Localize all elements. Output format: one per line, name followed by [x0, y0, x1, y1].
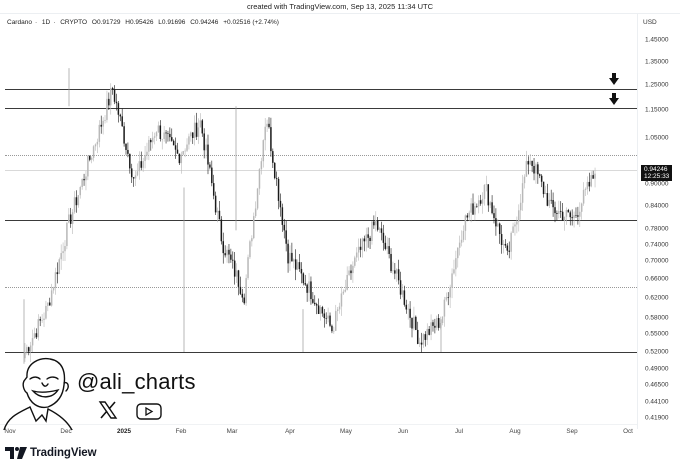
price-tick-label: 1.25000	[645, 81, 669, 89]
price-tick-label: 0.70000	[645, 257, 669, 265]
current-price-line-line	[5, 170, 637, 171]
price-tick-label: 0.90000	[645, 180, 669, 188]
x-logo-icon[interactable]	[98, 400, 118, 420]
price-tick-label: 0.44100	[645, 398, 669, 406]
time-tick-label: Nov	[4, 428, 16, 435]
price-tick-label: 0.41900	[645, 414, 669, 422]
time-tick-label: Apr	[285, 428, 295, 435]
price-tick-label: 0.78000	[645, 225, 669, 233]
current-price: 0.94246	[644, 166, 668, 173]
price-tick-label: 0.49000	[645, 365, 669, 373]
down-arrow-icon	[609, 93, 619, 105]
down-arrow-icon	[609, 73, 619, 85]
time-tick-label: Oct	[623, 428, 633, 435]
low-value: L0.91696	[158, 19, 186, 26]
created-with-caption: created with TradingView.com, Sep 13, 20…	[246, 2, 434, 11]
youtube-icon[interactable]	[136, 403, 162, 420]
time-tick-label: Aug	[509, 428, 521, 435]
price-tick-label: 0.66000	[645, 275, 669, 283]
current-price-tag: 0.94246 12:25:33	[641, 165, 673, 181]
price-tick-label: 0.52000	[645, 348, 669, 356]
price-tick-label: 1.45000	[645, 36, 669, 44]
time-tick-label: Jul	[454, 428, 464, 435]
time-axis[interactable]	[0, 424, 637, 441]
currency-label: USD	[643, 19, 657, 26]
change-value: +0.02516 (+2.74%)	[223, 19, 279, 26]
tradingview-wordmark: TradingView	[30, 447, 97, 459]
price-tick-label: 0.46500	[645, 381, 669, 389]
symbol-legend: Cardano · 1D · CRYPTO O0.91729 H0.95426 L0…	[7, 19, 279, 26]
price-tick-label: 0.62000	[645, 294, 669, 302]
price-tick-label: 0.84000	[645, 202, 669, 210]
price-tick-label: 1.05000	[645, 134, 669, 142]
time-tick-label: Sep	[566, 428, 578, 435]
avatar-sketch	[3, 357, 73, 430]
resistance-1-15-line[interactable]	[5, 108, 637, 109]
interval[interactable]: 1D	[41, 19, 51, 26]
resistance-1-25-line[interactable]	[5, 89, 637, 90]
time-tick-label: Feb	[175, 428, 187, 435]
level-1-00-line[interactable]	[5, 155, 637, 156]
candlestick-series	[23, 68, 596, 364]
symbol-name[interactable]: Cardano	[7, 19, 32, 26]
time-tick-label: Mar	[226, 428, 238, 435]
tradingview-mark-icon	[5, 447, 27, 459]
price-tick-label: 1.35000	[645, 58, 669, 66]
level-0-645-line[interactable]	[5, 287, 637, 288]
watermark-handle: @ali_charts	[77, 369, 196, 394]
time-tick-label: Dec	[60, 428, 72, 435]
price-axis[interactable]	[637, 13, 680, 429]
price-tick-label: 0.74000	[645, 241, 669, 249]
chart-pane[interactable]	[0, 13, 680, 444]
bar-countdown: 12:25:33	[644, 173, 670, 180]
close-value: C0.94246	[190, 19, 219, 26]
support-0-80-line[interactable]	[5, 220, 637, 221]
price-tick-label: 0.58000	[645, 314, 669, 322]
time-tick-label: May	[340, 428, 352, 435]
tradingview-logo[interactable]: TradingView	[5, 447, 97, 459]
time-tick-label: 2025	[116, 428, 132, 435]
price-tick-label: 0.55000	[645, 330, 669, 338]
price-tick-label: 1.15000	[645, 106, 669, 114]
exchange: CRYPTO	[60, 19, 88, 26]
open-value: O0.91729	[91, 19, 121, 26]
support-0-52-line[interactable]	[5, 352, 637, 353]
time-tick-label: Jun	[397, 428, 409, 435]
high-value: H0.95426	[125, 19, 154, 26]
